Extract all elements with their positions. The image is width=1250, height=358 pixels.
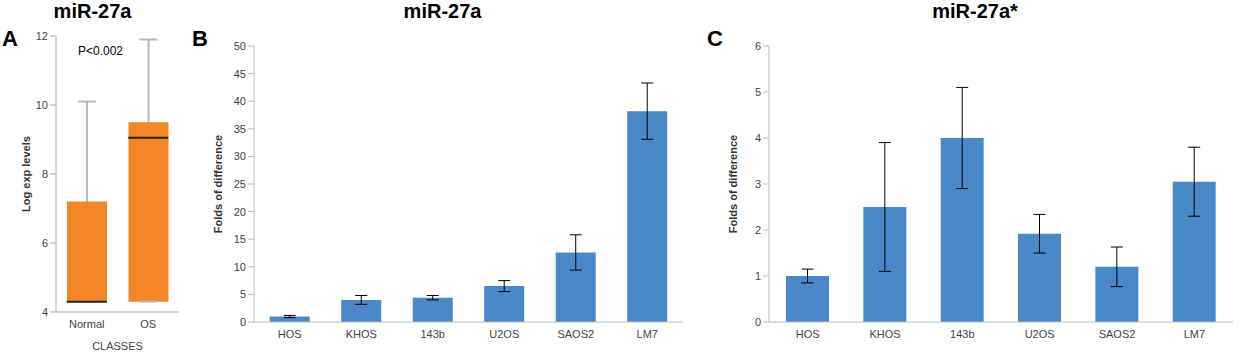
svg-text:8: 8 [42, 168, 48, 180]
svg-text:45: 45 [234, 68, 246, 80]
html-text:P<0.002: P<0.002 [78, 44, 123, 58]
svg-text:LM7: LM7 [1184, 328, 1205, 340]
svg-text:35: 35 [234, 123, 246, 135]
svg-text:6: 6 [755, 40, 761, 52]
svg-text:U2OS: U2OS [1025, 328, 1055, 340]
html-text:A: A [2, 26, 18, 51]
svg-text:LM7: LM7 [637, 328, 658, 340]
svg-text:KHOS: KHOS [346, 328, 377, 340]
svg-text:KHOS: KHOS [869, 328, 900, 340]
svg-text:5: 5 [240, 288, 246, 300]
html-text:B: B [192, 26, 208, 51]
html-text:C: C [707, 26, 723, 51]
svg-text:25: 25 [234, 178, 246, 190]
html-text:miR-27a: miR-27a [53, 0, 132, 22]
svg-text:HOS: HOS [796, 328, 820, 340]
svg-text:U2OS: U2OS [489, 328, 519, 340]
svg-text:CLASSES: CLASSES [92, 340, 143, 352]
svg-text:3: 3 [755, 178, 761, 190]
svg-text:OS: OS [140, 318, 156, 330]
html-text:miR-27a*: miR-27a* [932, 0, 1018, 22]
svg-text:Normal: Normal [69, 318, 104, 330]
svg-text:12: 12 [36, 30, 48, 42]
svg-text:Log exp levels: Log exp levels [20, 136, 32, 212]
svg-text:2: 2 [755, 224, 761, 236]
svg-text:4: 4 [755, 132, 761, 144]
svg-text:10: 10 [36, 99, 48, 111]
svg-text:20: 20 [234, 206, 246, 218]
svg-text:SAOS2: SAOS2 [1099, 328, 1136, 340]
svg-text:15: 15 [234, 233, 246, 245]
svg-text:6: 6 [42, 237, 48, 249]
svg-text:10: 10 [234, 261, 246, 273]
svg-text:4: 4 [42, 306, 48, 318]
svg-text:Folds of difference: Folds of difference [727, 135, 739, 233]
svg-text:1: 1 [755, 270, 761, 282]
svg-text:0: 0 [240, 316, 246, 328]
svg-text:143b: 143b [421, 328, 445, 340]
svg-text:5: 5 [755, 86, 761, 98]
svg-text:0: 0 [755, 316, 761, 328]
svg-text:HOS: HOS [278, 328, 302, 340]
svg-text:143b: 143b [950, 328, 974, 340]
svg-text:SAOS2: SAOS2 [557, 328, 594, 340]
svg-text:50: 50 [234, 40, 246, 52]
svg-text:30: 30 [234, 150, 246, 162]
html-text:miR-27a: miR-27a [403, 0, 482, 22]
svg-text:40: 40 [234, 95, 246, 107]
svg-text:Folds of difference: Folds of difference [212, 135, 224, 233]
